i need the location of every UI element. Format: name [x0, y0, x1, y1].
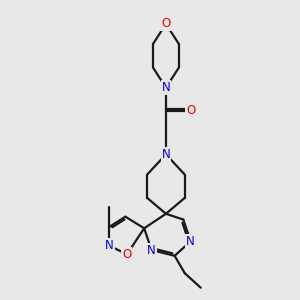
- Text: N: N: [186, 235, 195, 248]
- Text: O: O: [122, 248, 131, 261]
- Text: N: N: [162, 148, 170, 161]
- Text: N: N: [162, 81, 170, 94]
- Text: N: N: [105, 239, 114, 252]
- Text: N: N: [147, 244, 156, 256]
- Text: O: O: [161, 17, 171, 30]
- Text: O: O: [186, 104, 195, 117]
